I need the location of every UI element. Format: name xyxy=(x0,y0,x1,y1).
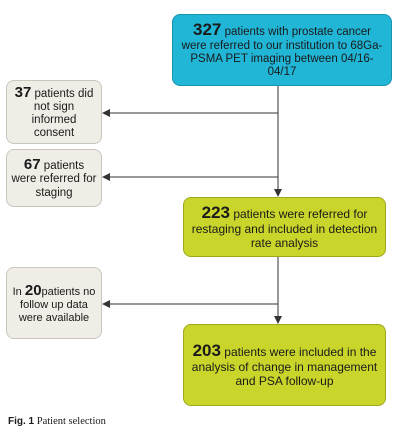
box-excluded-staging-number: 67 xyxy=(23,156,41,174)
figure-caption-text: Patient selection xyxy=(36,416,106,427)
box-total-number: 327 xyxy=(193,20,222,40)
box-excluded-consent: 37 patients did not sign informed consen… xyxy=(6,80,102,144)
box-no-followup-number: 20 xyxy=(24,281,42,299)
box-no-followup-text: patients no follow up data were availabl… xyxy=(18,285,96,324)
box-restaging: 223 patients were referred for restaging… xyxy=(183,197,386,257)
box-restaging-number: 223 xyxy=(201,203,230,223)
box-excluded-consent-number: 37 xyxy=(14,83,32,101)
box-excluded-staging: 67 patients were referred for staging xyxy=(6,149,102,207)
box-restaging-text: patients were referred for restaging and… xyxy=(191,207,378,250)
box-final-number: 203 xyxy=(192,341,221,361)
figure-caption: Fig. 1 Patient selection xyxy=(8,416,106,427)
box-final-text: patients were included in the analysis o… xyxy=(191,345,378,388)
box-no-followup: In 20patients no follow up data were ava… xyxy=(6,267,102,339)
figure-label: Fig. 1 xyxy=(8,416,35,427)
box-total-text: patients with prostate cancer were refer… xyxy=(181,26,383,79)
box-total-patients: 327 patients with prostate cancer were r… xyxy=(172,14,392,86)
box-excluded-staging-text: patients were referred for staging xyxy=(11,160,97,199)
box-no-followup-prefix: In xyxy=(12,285,22,298)
box-final-analysis: 203 patients were included in the analys… xyxy=(183,324,386,406)
box-excluded-consent-text: patients did not sign informed consent xyxy=(31,87,94,140)
